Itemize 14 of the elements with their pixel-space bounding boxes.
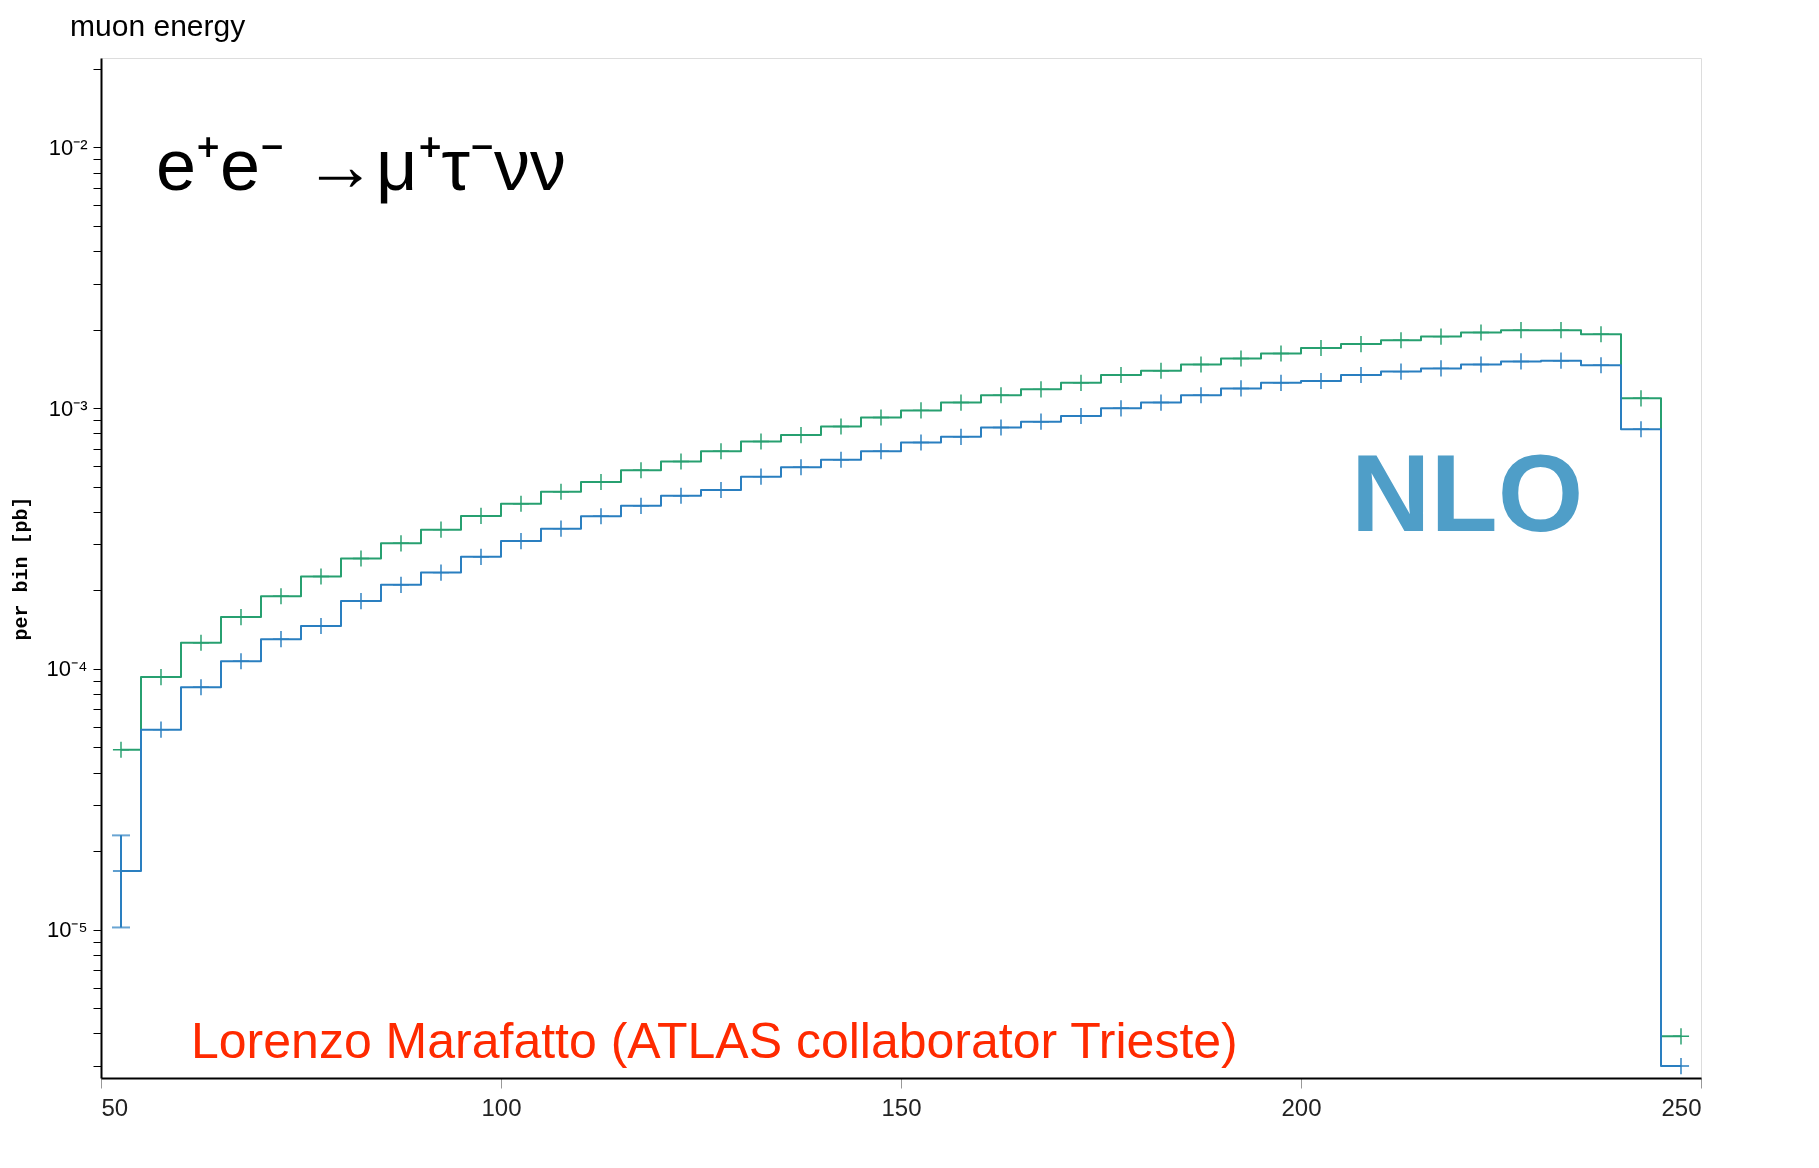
annotation: NLO <box>1351 431 1584 554</box>
x-tick-label: 50 <box>101 1093 129 1121</box>
y-axis-title: per bin [pb] <box>9 496 33 641</box>
x-tick-label: 250 <box>1661 1093 1702 1121</box>
x-tick-label: 100 <box>481 1093 522 1121</box>
y-tick-label: 10⁻⁵ <box>46 917 88 943</box>
annotation: e⁺e⁻ →μ⁺τ⁻νν <box>156 125 567 205</box>
x-tick-label: 200 <box>1281 1093 1322 1121</box>
annotation: Lorenzo Marafatto (ATLAS collaborator Trieste) <box>191 1013 1238 1069</box>
chart-title: muon energy <box>70 9 246 42</box>
y-tick-label: 10⁻⁴ <box>46 656 88 682</box>
x-tick-label: 150 <box>881 1093 922 1121</box>
y-tick-label: 10⁻² <box>48 134 88 160</box>
y-tick-label: 10⁻³ <box>48 395 88 421</box>
